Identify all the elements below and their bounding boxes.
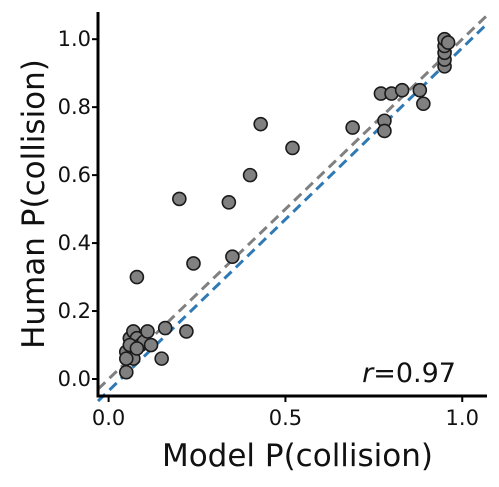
identity-line xyxy=(96,14,489,391)
data-points xyxy=(118,31,456,380)
data-point xyxy=(394,82,410,98)
data-point xyxy=(242,167,258,183)
data-point xyxy=(129,269,145,285)
x-tick-label: 1.0 xyxy=(446,406,479,430)
correlation-annotation: r=0.97 xyxy=(362,358,456,389)
data-point xyxy=(129,341,145,356)
data-point xyxy=(154,351,169,366)
data-point xyxy=(118,364,134,380)
y-tick-label: 0.0 xyxy=(58,367,91,391)
data-point xyxy=(118,351,134,366)
data-point xyxy=(179,324,194,339)
y-tick-label: 0.2 xyxy=(58,299,91,323)
data-point xyxy=(172,191,187,207)
data-point xyxy=(377,123,392,139)
x-ticks: 0.0 0.5 1.0 xyxy=(92,396,479,430)
y-tick-label: 0.6 xyxy=(58,163,91,187)
x-tick-label: 0.5 xyxy=(269,406,302,430)
data-point xyxy=(143,337,159,353)
x-axis-label: Model P(collision) xyxy=(162,438,433,474)
y-tick-label: 0.8 xyxy=(58,95,91,119)
y-tick-label: 1.0 xyxy=(58,27,91,51)
y-axis-label: Human P(collision) xyxy=(16,59,52,349)
data-point xyxy=(285,140,300,156)
x-tick-label: 0.0 xyxy=(92,406,125,430)
data-point xyxy=(440,35,456,50)
data-point xyxy=(140,324,155,339)
data-point xyxy=(253,116,268,132)
axes xyxy=(96,12,487,398)
data-point xyxy=(345,120,360,135)
data-point xyxy=(225,249,240,264)
data-point xyxy=(186,256,201,271)
data-point xyxy=(157,320,173,336)
y-tick-label: 0.4 xyxy=(58,231,91,255)
data-point xyxy=(412,82,428,98)
data-point xyxy=(221,195,237,210)
data-point xyxy=(416,96,431,112)
correlation-value: =0.97 xyxy=(373,358,456,389)
correlation-variable: r xyxy=(362,358,375,389)
y-ticks: 0.0 0.2 0.4 0.6 0.8 1.0 xyxy=(58,27,98,391)
